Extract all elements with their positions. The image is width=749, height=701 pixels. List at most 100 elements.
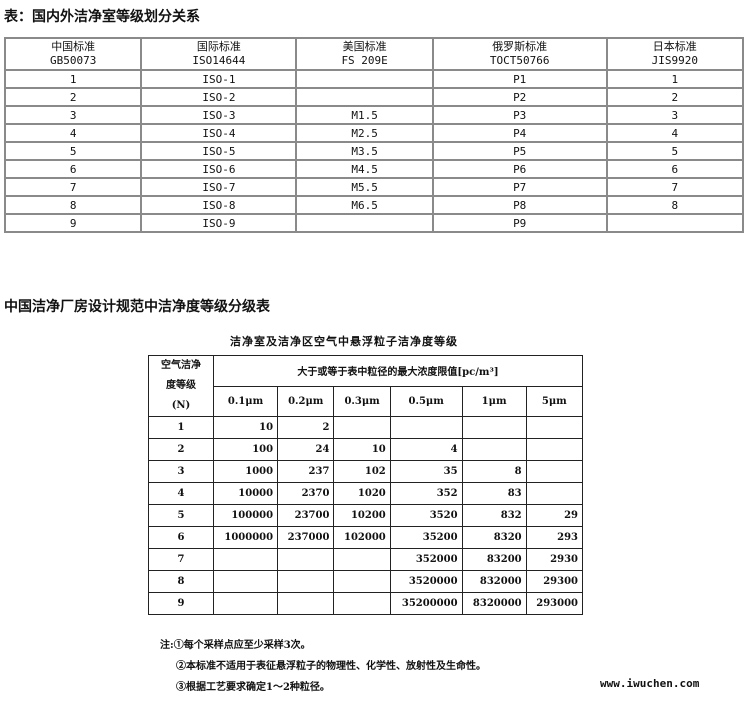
table-cell: P3 [431, 105, 608, 125]
class-cell: 7 [148, 548, 214, 571]
table-cell: 5 [605, 141, 745, 161]
table-cell: 2 [3, 87, 143, 107]
limit-cell [389, 416, 463, 439]
table-cell: 8 [3, 195, 143, 215]
limit-cell [333, 416, 391, 439]
table-cell: P8 [431, 195, 608, 215]
table-cell: M6.5 [295, 195, 434, 215]
table-cell: ISO-4 [140, 123, 298, 143]
limit-cell: 293 [525, 526, 584, 549]
table-cell: ISO-5 [140, 141, 298, 161]
header-text: 俄罗斯标准 [492, 40, 548, 53]
class-header-text: 度等级 [166, 380, 196, 391]
table-cell: 6 [3, 159, 143, 179]
table-cell: 7 [3, 177, 143, 197]
note-2: ②本标准不适用于表征悬浮粒子的物理性、化学性、放射性及生命性。 [176, 661, 486, 672]
table-cell: 5 [3, 141, 143, 161]
limit-cell: 832 [461, 504, 527, 527]
class-header-cell: 空气洁净 度等级 (N) [148, 355, 214, 417]
limit-cell: 352000 [389, 548, 463, 571]
table-row: 9 35200000 8320000 293000 [148, 592, 584, 615]
size-header-row: 0.1μm 0.2μm 0.3μm 0.5μm 1μm 5μm [149, 385, 584, 417]
header-text: 日本标准 [652, 40, 697, 53]
limit-cell: 29300 [525, 570, 584, 593]
limit-cell: 35 [389, 460, 463, 483]
table-cell: P4 [431, 123, 608, 143]
limit-cell: 832000 [461, 570, 527, 593]
limit-cell [525, 416, 584, 439]
table-cell: M5.5 [295, 177, 434, 197]
table-cell: ISO-7 [140, 177, 298, 197]
cleanliness-class-table: 空气洁净 度等级 (N) 大于或等于表中粒径的最大浓度限值[pc/m³] 0.1μm 0.… [148, 355, 584, 615]
class-header-text: (N) [171, 400, 191, 411]
size-header-cell: 0.1μm [212, 385, 279, 417]
limit-cell [212, 592, 279, 615]
header-row: 中国标准 GB50073 国际标准 ISO14644 美国标准 FS 209E 俄罗斯标准 T… [3, 37, 745, 71]
limit-cell: 2930 [525, 548, 584, 571]
limit-cell: 1000 [212, 460, 279, 483]
limit-cell [525, 438, 584, 461]
limit-cell: 83 [461, 482, 527, 505]
note-3: ③根据工艺要求确定1～2种粒径。 [176, 682, 330, 693]
table-row: 1 ISO-1 P1 1 [3, 69, 745, 89]
limit-cell: 100 [212, 438, 279, 461]
table-row: 8 ISO-8 M6.5 P8 8 [3, 195, 745, 215]
header-text: FS 209E [341, 54, 388, 67]
limit-header-cell: 大于或等于表中粒径的最大浓度限值[pc/m³] [213, 355, 583, 387]
limit-cell: 1020 [333, 482, 391, 505]
header-text: TOCT50766 [489, 54, 550, 67]
class-cell: 6 [148, 526, 214, 549]
table-row: 3 ISO-3 M1.5 P3 3 [3, 105, 745, 125]
limit-cell: 352 [389, 482, 463, 505]
table-row: 5 ISO-5 M3.5 P5 5 [3, 141, 745, 161]
limit-cell: 293000 [525, 592, 584, 615]
class-cell: 3 [148, 460, 214, 483]
size-header-cell: 1μm [461, 385, 527, 417]
limit-cell: 10 [333, 438, 391, 461]
table-row: 2 100 24 10 4 [148, 438, 584, 461]
limit-cell: 100000 [212, 504, 279, 527]
table-cell: ISO-2 [140, 87, 298, 107]
limit-cell [333, 570, 391, 593]
table1-title: 表：国内外洁净室等级划分关系 [4, 9, 200, 25]
limit-cell: 10 [212, 416, 279, 439]
table-cell: 2 [605, 87, 745, 107]
table-cell: M2.5 [295, 123, 434, 143]
table-row: 8 3520000 832000 29300 [148, 570, 584, 593]
table-row: 2 ISO-2 P2 2 [3, 87, 745, 107]
table-row: 4 10000 2370 1020 352 83 [148, 482, 584, 505]
table-cell: 1 [605, 69, 745, 89]
limit-cell: 102000 [333, 526, 391, 549]
table-cell: M1.5 [295, 105, 434, 125]
limit-cell: 35200 [389, 526, 463, 549]
table-cell: ISO-8 [140, 195, 298, 215]
size-header-cell: 0.3μm [333, 385, 391, 417]
table-cell: P9 [431, 213, 608, 233]
limit-cell: 8320000 [461, 592, 527, 615]
header-text: JIS9920 [651, 54, 698, 67]
limit-cell [277, 570, 335, 593]
table-row: 3 1000 237 102 35 8 [148, 460, 584, 483]
table2-section-title: 中国洁净厂房设计规范中洁净度等级分级表 [4, 299, 270, 315]
header-text: 中国标准 [51, 40, 96, 53]
table-cell: M3.5 [295, 141, 434, 161]
table-row: 7 ISO-7 M5.5 P7 7 [3, 177, 745, 197]
class-cell: 5 [148, 504, 214, 527]
class-cell: 9 [148, 592, 214, 615]
table-cell: 3 [605, 105, 745, 125]
table-cell: M4.5 [295, 159, 434, 179]
table-row: 6 ISO-6 M4.5 P6 6 [3, 159, 745, 179]
table-cell: 8 [605, 195, 745, 215]
table-cell [295, 87, 434, 107]
limit-cell: 29 [525, 504, 584, 527]
table-cell: P1 [431, 69, 608, 89]
class-cell: 8 [148, 570, 214, 593]
limit-cell [277, 592, 335, 615]
limit-cell: 24 [277, 438, 335, 461]
limit-cell: 1000000 [212, 526, 279, 549]
size-header-cell: 0.5μm [389, 385, 463, 417]
header-cell: 俄罗斯标准 TOCT50766 [431, 37, 608, 71]
table-cell: P5 [431, 141, 608, 161]
class-cell: 2 [148, 438, 214, 461]
limit-cell: 83200 [461, 548, 527, 571]
